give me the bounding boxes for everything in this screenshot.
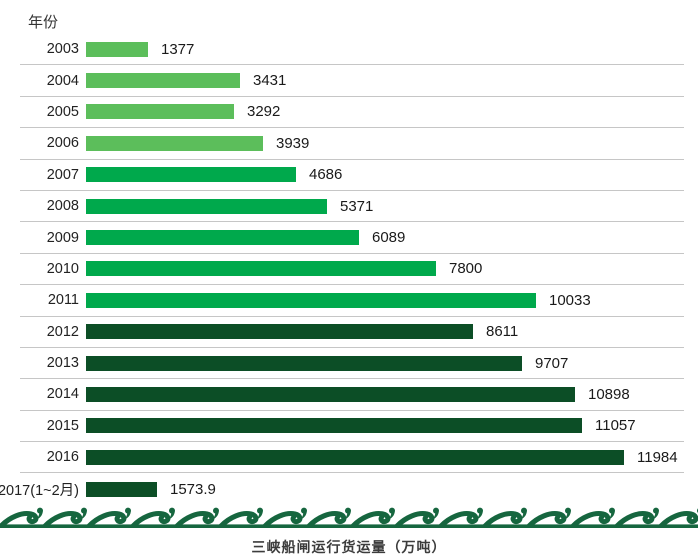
year-label: 2013 [46,355,79,372]
year-label: 2017(1~2月) [0,482,79,499]
bar-track: 4686 [86,160,684,190]
chart-row: 2010 7800 [20,254,684,286]
bar-track: 11057 [86,411,684,441]
bar [86,167,296,183]
bar [86,73,240,89]
value-label: 1377 [161,40,195,58]
chart-row: 2015 11057 [20,411,684,443]
chart-row: 2003 1377 [20,34,684,66]
chart-row: 2013 9707 [20,348,684,380]
bar [86,104,234,120]
chart-row: 2004 3431 [20,65,684,97]
bar-track: 3939 [86,128,684,158]
value-label: 11057 [595,417,636,435]
year-label: 2015 [46,417,79,434]
bar [86,355,522,371]
chart-row: 2011 10033 [20,285,684,317]
bar-track: 6089 [86,222,684,252]
year-label: 2004 [46,72,79,89]
bar [86,261,436,277]
wave-baseline [0,524,698,528]
chart-row: 2008 5371 [20,191,684,223]
bar-track: 8611 [86,317,684,347]
value-label: 9707 [535,354,569,372]
bar [86,449,624,465]
value-label: 10898 [588,385,630,403]
bar-track: 10033 [86,285,684,315]
year-label: 2008 [46,198,79,215]
value-label: 3292 [247,103,281,121]
value-label: 1573.9 [170,480,216,498]
chart-row: 2014 10898 [20,379,684,411]
year-label: 2003 [46,41,79,58]
bar-track: 11984 [86,442,684,472]
bar [86,135,263,151]
bar [86,292,536,308]
value-label: 8611 [486,323,519,341]
chart-row: 2012 8611 [20,317,684,348]
year-label: 2012 [46,323,79,340]
value-label: 6089 [372,229,406,247]
y-axis-title: 年份 [28,14,59,31]
year-label: 2006 [46,135,79,152]
year-label: 2005 [46,103,79,120]
chart-row: 2016 11984 [20,442,684,474]
chart-row: 2006 3939 [20,128,684,160]
chart-rows: 2003 1377 2004 3431 2005 3292 2006 3939 … [0,34,684,505]
bar [86,230,359,246]
value-label: 7800 [449,260,483,278]
bar-track: 9707 [86,348,684,378]
bar [86,386,575,402]
bar-track: 7800 [86,254,684,284]
chart-row: 2005 3292 [20,97,684,129]
value-label: 11984 [637,448,678,466]
year-label: 2014 [46,386,79,403]
value-label: 3431 [253,72,287,90]
bar [86,324,473,340]
bar-track: 1377 [86,34,684,64]
chart-row: 2007 4686 [20,160,684,191]
chart-row: 2009 6089 [20,222,684,254]
value-label: 10033 [549,291,591,309]
year-label: 2009 [46,229,79,246]
bar [86,481,157,497]
chart-row: 2017(1~2月) 1573.9 [0,473,684,504]
wave-border-decoration [0,506,698,528]
bar-track: 1573.9 [86,473,684,504]
bar-track: 3292 [86,97,684,127]
year-label: 2007 [46,166,79,183]
value-label: 3939 [276,134,310,152]
value-label: 4686 [309,166,343,184]
bar [86,198,327,214]
year-label: 2010 [46,260,79,277]
bar [86,418,582,434]
bar-track: 10898 [86,379,684,409]
value-label: 5371 [340,197,374,215]
bar-track: 5371 [86,191,684,221]
year-label: 2016 [46,449,79,466]
chart-title: 三峡船闸运行货运量（万吨） [251,538,447,555]
bar-track: 3431 [86,65,684,95]
year-label: 2011 [47,292,79,309]
bar [86,41,148,57]
